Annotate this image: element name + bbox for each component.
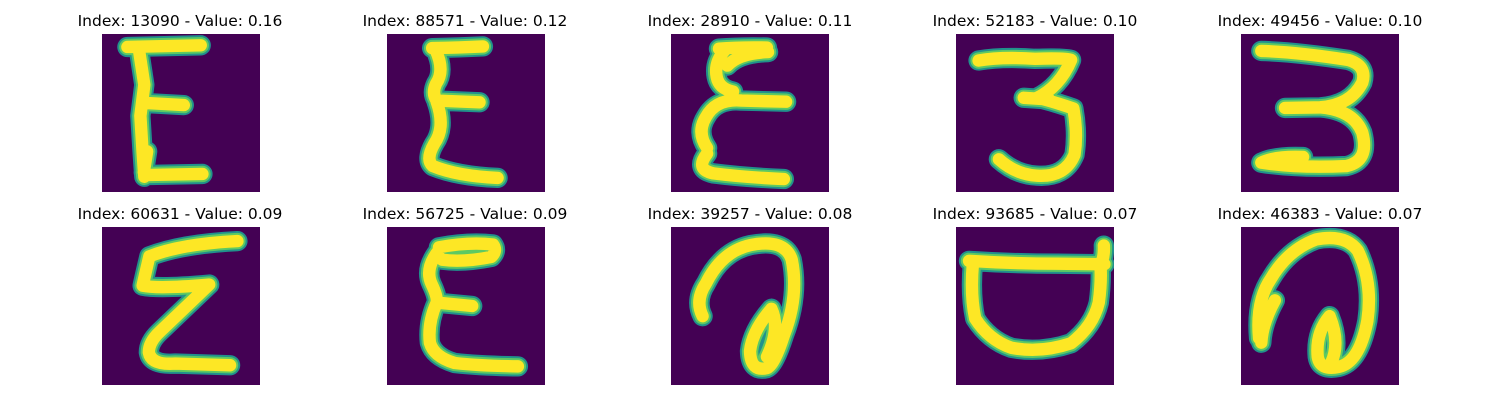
glyph-stroke-core bbox=[1255, 44, 1371, 173]
digit-image-panel bbox=[956, 227, 1114, 385]
E-zigzag-icon bbox=[102, 227, 260, 385]
digit-image-panel bbox=[387, 227, 545, 385]
panel-title: Index: 60631 - Value: 0.09 bbox=[77, 205, 283, 223]
three-wide-icon bbox=[1241, 34, 1399, 192]
digit-image-panel bbox=[1241, 227, 1399, 385]
panel-title: Index: 93685 - Value: 0.07 bbox=[932, 205, 1138, 223]
cup-icon bbox=[956, 227, 1114, 385]
digit-image-panel bbox=[671, 34, 829, 192]
panel-title: Index: 28910 - Value: 0.11 bbox=[647, 12, 853, 30]
panel-title: Index: 49456 - Value: 0.10 bbox=[1217, 12, 1423, 30]
panel-title: Index: 88571 - Value: 0.12 bbox=[362, 12, 568, 30]
glyph-stroke-core bbox=[972, 51, 1083, 183]
panel-title: Index: 56725 - Value: 0.09 bbox=[362, 205, 568, 223]
loop-a-icon bbox=[671, 227, 829, 385]
E-block-icon bbox=[102, 34, 260, 192]
glyph-stroke-core bbox=[121, 39, 209, 183]
glyph-stroke-core bbox=[423, 40, 504, 185]
glyph-stroke-core bbox=[962, 239, 1111, 356]
E-curly-icon bbox=[387, 34, 545, 192]
glyph-stroke-core bbox=[695, 41, 793, 186]
panel-title: Index: 46383 - Value: 0.07 bbox=[1217, 205, 1423, 223]
glyph-stroke-core bbox=[136, 234, 244, 372]
panel-title: Index: 52183 - Value: 0.10 bbox=[932, 12, 1138, 30]
digit-image-panel bbox=[102, 34, 260, 192]
panel-title: Index: 13090 - Value: 0.16 bbox=[77, 12, 283, 30]
digit-image-panel bbox=[671, 227, 829, 385]
loop-a-tall-icon bbox=[1241, 227, 1399, 385]
three-icon bbox=[956, 34, 1114, 192]
glyph-stroke-core bbox=[693, 237, 801, 375]
glyph-stroke-core bbox=[1252, 231, 1376, 374]
E-round-icon bbox=[387, 227, 545, 385]
digit-image-panel bbox=[102, 227, 260, 385]
digit-image-panel bbox=[387, 34, 545, 192]
panel-title: Index: 39257 - Value: 0.08 bbox=[647, 205, 853, 223]
digit-image-panel bbox=[956, 34, 1114, 192]
E-cursive-icon bbox=[671, 34, 829, 192]
digit-image-panel bbox=[1241, 34, 1399, 192]
glyph-stroke-core bbox=[423, 237, 525, 373]
